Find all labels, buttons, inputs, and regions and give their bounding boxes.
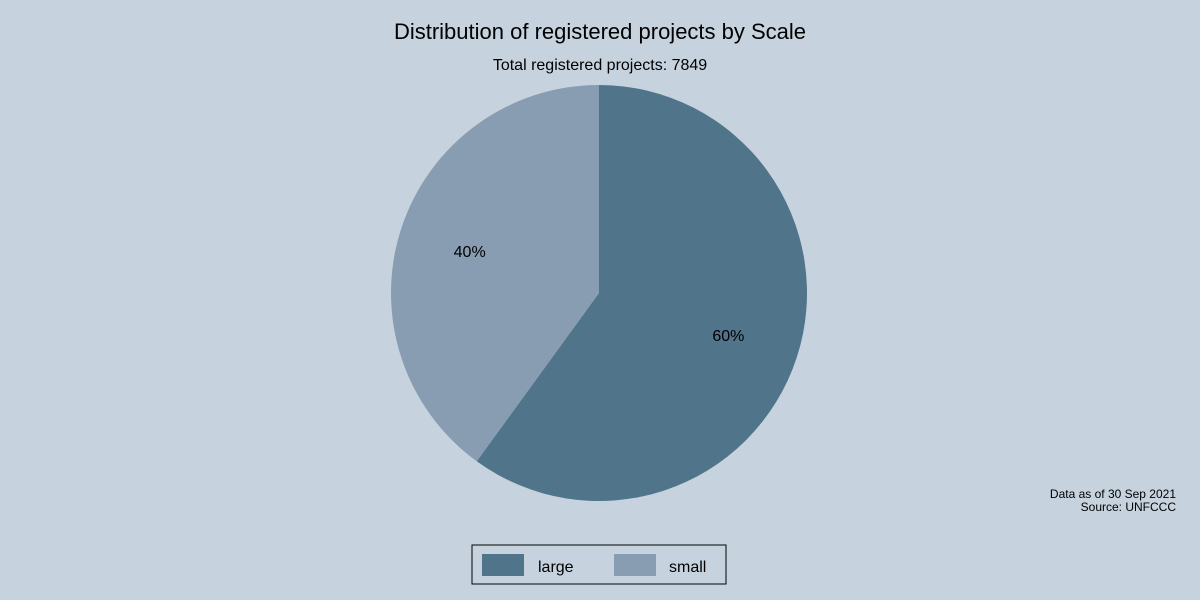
legend-box xyxy=(471,544,727,585)
slice-label-large: 60% xyxy=(712,328,744,345)
slice-labels: 60% 40% xyxy=(454,244,745,345)
legend-label-large: large xyxy=(538,559,574,576)
pie-slices xyxy=(391,85,807,502)
pie-slice-large xyxy=(476,85,807,502)
legend: large small xyxy=(471,544,727,585)
pie-slice-small xyxy=(391,85,599,462)
legend-swatch-small xyxy=(614,554,656,576)
chart-title: Distribution of registered projects by S… xyxy=(394,19,806,44)
legend-label-small: small xyxy=(669,559,706,576)
data-date-note: Data as of 30 Sep 2021 xyxy=(1050,487,1176,501)
slice-label-small: 40% xyxy=(454,244,486,261)
source-note: Source: UNFCCC xyxy=(1081,500,1177,514)
legend-swatch-large xyxy=(482,554,524,576)
chart-subtitle: Total registered projects: 7849 xyxy=(493,57,707,74)
